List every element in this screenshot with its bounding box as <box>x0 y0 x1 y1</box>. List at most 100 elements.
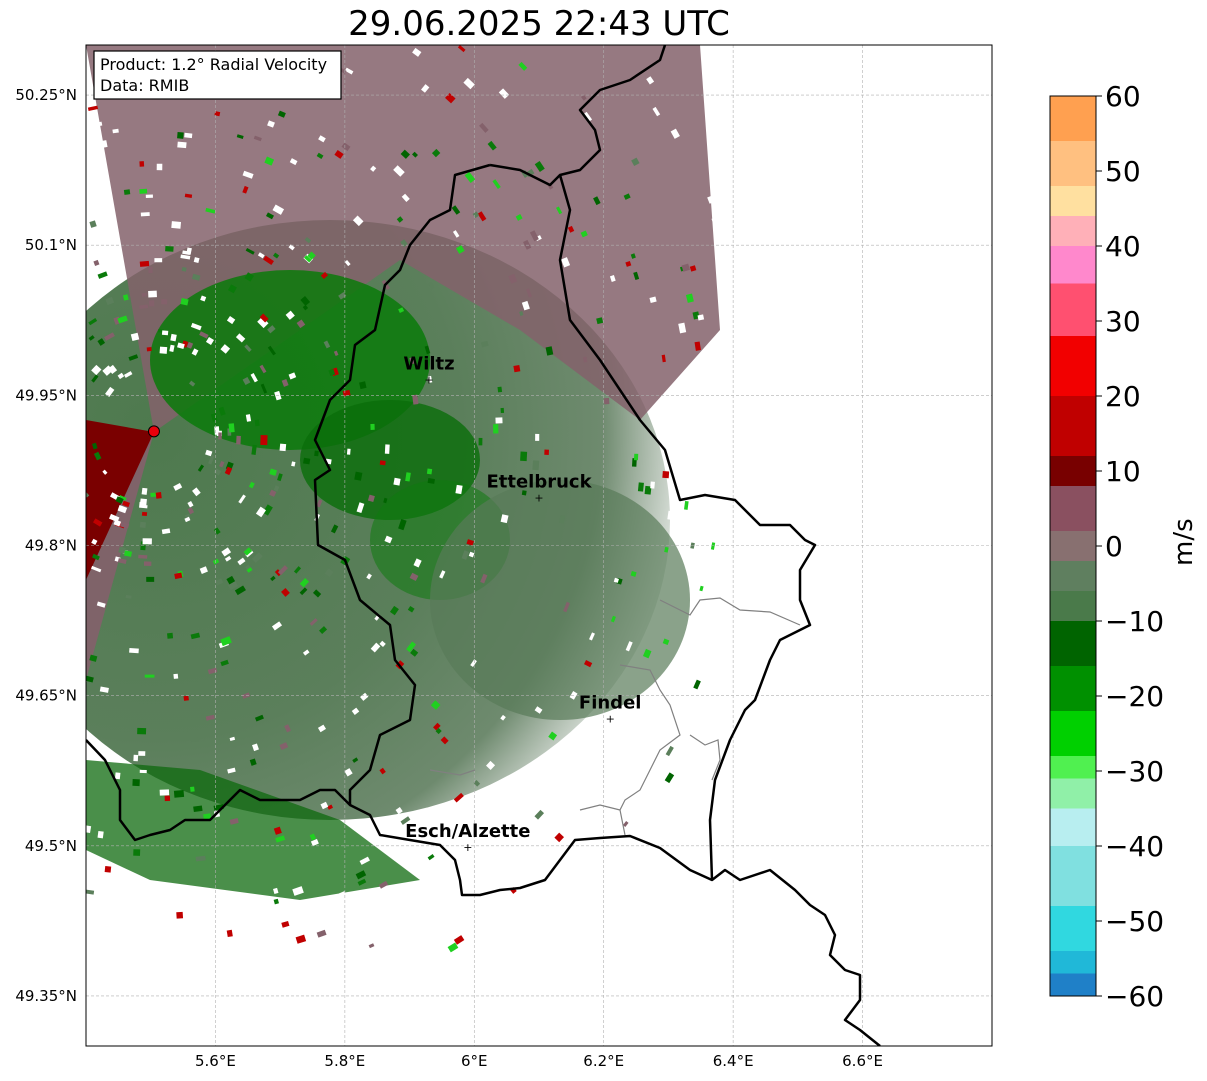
echo-gate <box>711 216 722 228</box>
echo-gate <box>189 380 196 387</box>
echo-gate <box>96 601 106 608</box>
echo-gate <box>613 577 619 583</box>
echo-gate <box>169 344 175 352</box>
echo-gate <box>214 111 221 117</box>
echo-gate <box>427 478 435 484</box>
echo-gate <box>477 211 487 222</box>
echo-gate <box>300 295 311 306</box>
echo-gate <box>389 605 399 616</box>
colorbar-tick-label: −20 <box>1105 680 1164 713</box>
echo-gate <box>177 342 185 350</box>
echo-gate <box>259 313 269 323</box>
echo-gate <box>89 654 98 662</box>
echo-gate <box>154 258 163 263</box>
echo-gate <box>581 94 587 101</box>
echo-gate <box>398 307 405 314</box>
echo-gate <box>89 220 97 228</box>
colorbar-tick-label: 20 <box>1105 380 1141 413</box>
lon-tick-label: 6.2°E <box>583 1052 624 1070</box>
echo-gate <box>193 805 203 812</box>
echo-gate <box>344 768 353 777</box>
echo-gate <box>144 674 155 678</box>
colorbar-segment <box>1050 906 1096 952</box>
echo-gate <box>368 943 375 949</box>
colorbar-segment <box>1050 621 1096 667</box>
echo-gate <box>412 394 419 405</box>
colorbar-segment <box>1050 283 1096 337</box>
echo-gate <box>316 929 327 938</box>
echo-gate <box>314 450 319 457</box>
echo-gate <box>277 473 283 482</box>
colorbar-tick-label: −60 <box>1105 980 1164 1013</box>
echo-gate <box>561 257 571 268</box>
echo-gate <box>421 84 430 93</box>
echo-gate <box>260 383 268 394</box>
city-marker: + <box>534 491 543 504</box>
colorbar-tick-label: 60 <box>1105 80 1141 113</box>
lat-tick-label: 49.8°N <box>25 537 77 555</box>
echo-gate <box>272 204 285 215</box>
echo-gate <box>319 626 328 635</box>
echo-gate <box>91 364 102 376</box>
echo-gate <box>370 423 375 430</box>
echo-gate <box>439 570 446 579</box>
echo-gate <box>117 558 127 564</box>
echo-band-south <box>86 760 420 900</box>
echo-gate <box>100 140 108 148</box>
echo-gate <box>303 457 311 465</box>
echo-gate <box>662 471 670 479</box>
echo-gate <box>452 230 460 238</box>
colorbar-segment <box>1050 951 1096 974</box>
echo-gate <box>224 466 233 476</box>
echo-gate <box>133 849 141 856</box>
echo-gate <box>218 406 226 416</box>
border-belgium-luxembourg <box>86 163 491 842</box>
echo-gate <box>187 507 195 515</box>
echo-gate <box>148 290 157 298</box>
echo-gate <box>430 700 441 710</box>
echo-gate <box>173 483 183 491</box>
echo-gate <box>200 295 207 302</box>
echo-gate <box>545 346 554 356</box>
echo-gate <box>243 547 253 556</box>
colorbar-segment <box>1050 666 1096 712</box>
echo-gate <box>593 196 601 206</box>
echo-gate <box>228 284 237 294</box>
echo-gate <box>148 300 155 307</box>
colorbar <box>1050 96 1096 997</box>
echo-gate <box>355 870 367 880</box>
echo-gate <box>108 364 118 375</box>
echo-gate <box>310 838 319 847</box>
echo-gate <box>478 437 483 446</box>
echo-gate <box>205 449 213 457</box>
echo-gate <box>238 494 246 504</box>
echo-gate <box>424 345 431 355</box>
echo-gate <box>115 496 124 504</box>
echo-gate <box>393 165 405 177</box>
echo-gate <box>139 498 147 506</box>
echo-gate <box>383 497 388 504</box>
echo-gate <box>529 230 539 242</box>
echo-gate <box>302 649 310 656</box>
colorbar-tick-labels: 60 50 40 30 20 10 0 −10 −20 −30 −40 −50 −60 <box>1096 80 1164 1013</box>
echo-gate <box>245 247 255 255</box>
echo-gate <box>333 350 339 357</box>
echo-gate <box>190 632 201 640</box>
echo-gate <box>117 372 125 380</box>
echo-gate <box>379 460 386 466</box>
echo-gate <box>370 165 377 172</box>
echo-gate <box>401 193 410 202</box>
echo-gate <box>468 551 475 558</box>
echo-gate <box>270 575 276 582</box>
echo-gate <box>500 714 506 721</box>
echo-gate <box>513 365 521 373</box>
echo-gate <box>622 820 629 827</box>
echo-gate <box>408 921 417 931</box>
echo-gate <box>359 381 367 390</box>
echo-gate <box>251 552 263 563</box>
echo-gate <box>184 516 191 523</box>
echo-gate <box>692 311 700 320</box>
echo-gate <box>642 648 652 659</box>
echo-gate <box>521 490 527 496</box>
echo-gate <box>93 451 102 461</box>
